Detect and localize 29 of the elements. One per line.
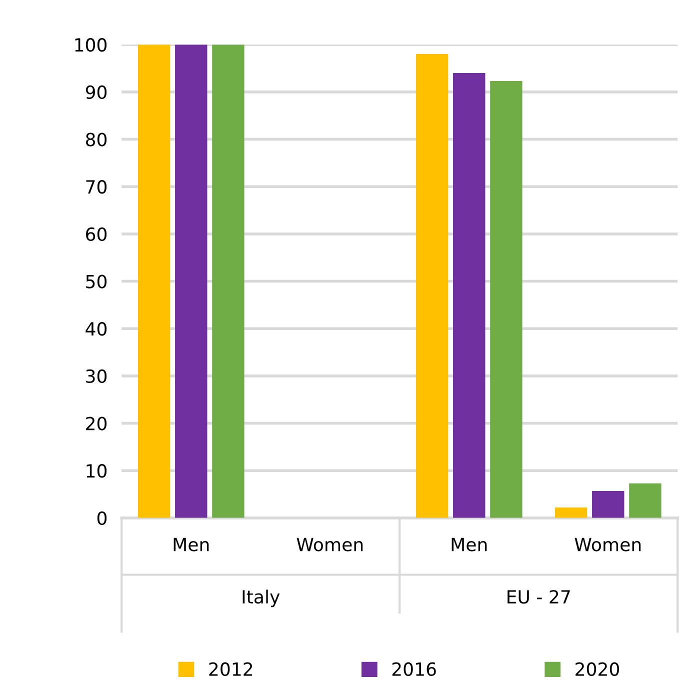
bar [629,483,662,518]
y-tick-label: 60 [86,227,107,242]
text: Italy [242,590,280,608]
bar [138,44,170,518]
bar [554,508,588,518]
y-tick-label: 20 [86,416,107,430]
y-tick-label: 70 [86,180,107,194]
legend-label: 2016 [392,662,436,676]
y-tick-label: 90 [86,85,107,100]
y-tick-label: 10 [86,464,107,478]
x-tick-label: Women [296,538,363,552]
bar [490,81,522,518]
bar [453,72,486,518]
y-tick-label: 100 [75,38,107,52]
text: EU - 27 [508,590,570,604]
y-tick-label: 80 [86,132,107,146]
y-tick-label: 30 [86,369,107,384]
x-tick-label: Women [574,538,641,552]
legend-label: 2012 [209,662,252,676]
bar [212,44,244,518]
bar [416,54,448,518]
x-tick-label: Men [174,538,209,552]
bar [175,44,208,518]
y-tick-label: 40 [86,322,107,336]
bar [592,490,624,518]
legend-label: 2020 [576,662,620,676]
y-tick-label: 0 [97,511,107,526]
y-tick-label: 50 [86,274,107,288]
x-tick-label: Men [452,538,487,552]
